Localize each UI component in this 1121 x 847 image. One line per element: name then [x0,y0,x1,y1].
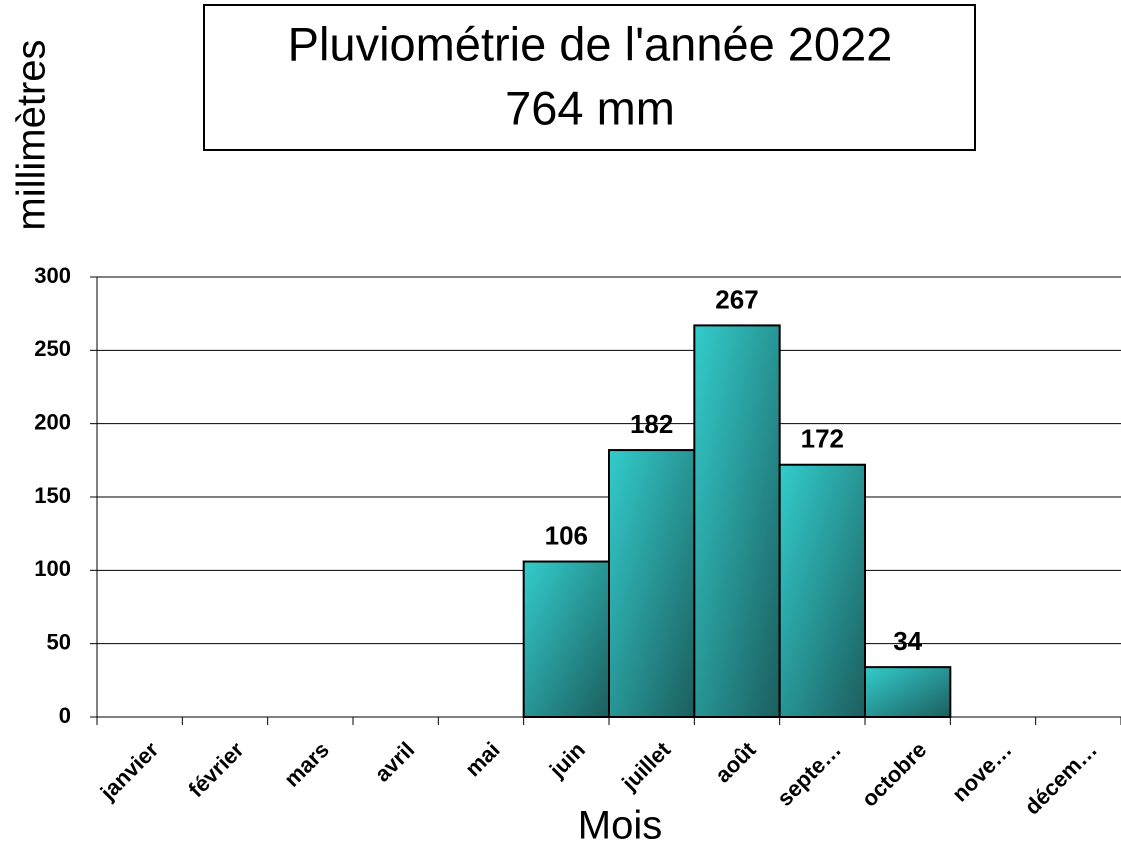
bar [693,324,781,718]
data-label: 182 [630,409,673,439]
y-tick-label: 250 [34,336,71,361]
y-tick-label: 0 [59,703,71,728]
x-tick-label: avril [370,737,420,787]
y-tick-label: 200 [34,409,71,434]
bar [864,666,952,719]
x-tick-label: février [183,737,249,803]
y-tick-label: 100 [34,556,71,581]
data-label: 172 [801,424,844,454]
x-tick-label: janvier [95,737,164,806]
x-axis-label: Mois [578,804,662,847]
chart-subtitle: 764 mm [505,81,675,134]
bar [608,449,696,718]
bar [778,463,867,718]
y-axis-label: millimètres [10,39,54,230]
x-tick-label: décem… [1019,737,1102,820]
data-label: 106 [545,520,588,550]
x-tick-label: nove… [947,737,1017,807]
y-tick-label: 50 [47,629,71,654]
x-tick-label: juillet [616,736,675,795]
y-tick-label: 150 [34,483,71,508]
bar [522,560,611,718]
x-tick-label: mars [279,737,334,792]
x-tick-label: juin [544,737,590,783]
data-label: 34 [893,626,922,656]
x-tick-label: octobre [857,737,932,812]
y-tick-label: 300 [34,263,71,288]
title-box [203,4,976,151]
x-tick-label: août [710,737,761,788]
chart-title: Pluviométrie de l'année 2022 [288,17,893,70]
x-tick-label: septe… [772,737,846,811]
x-tick-label: mai [460,737,504,781]
data-label: 267 [715,284,758,314]
